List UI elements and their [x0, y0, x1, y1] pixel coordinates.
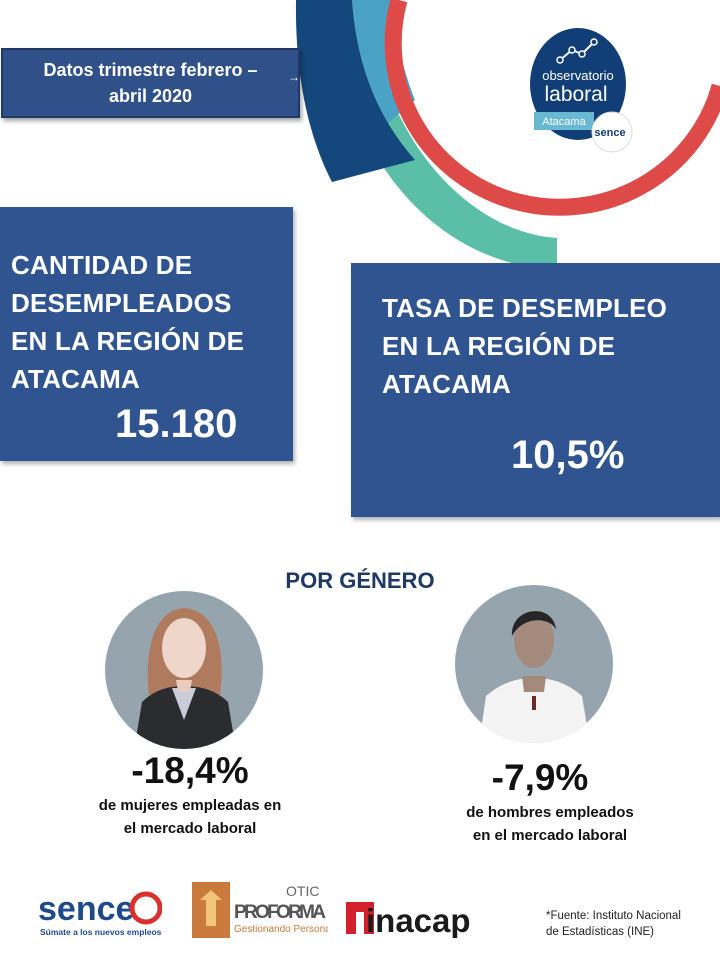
date-range-box: Datos trimestre febrero – abril 2020 →	[1, 48, 300, 118]
arc-red-ring	[384, 0, 720, 216]
proforma-otic: OTIC	[286, 883, 319, 899]
arc-navy	[295, 0, 415, 182]
men-employment-description: de hombres empleados en el mercado labor…	[466, 804, 634, 844]
logo-brand: sence	[594, 127, 625, 139]
sence-logo-text: sence	[38, 890, 134, 928]
logo-region: Atacama	[542, 116, 586, 128]
man-avatar-icon	[455, 585, 613, 743]
women-employment-change: -18,4%	[131, 750, 249, 791]
proforma-name: PROFORMA	[234, 902, 326, 923]
logo-line-1: observatorio	[542, 68, 614, 83]
date-line-2: abril 2020	[108, 86, 193, 106]
inacap-logo: inacap	[346, 902, 471, 938]
unemployed-count-box: CANTIDAD DE DESEMPLEADOS EN LA REGIÓN DE…	[0, 207, 293, 461]
proforma-logo: OTIC PROFORMA Gestionando Personas	[192, 882, 328, 938]
decorative-arcs	[295, 0, 720, 270]
inacap-logo-text: inacap	[366, 902, 471, 938]
unemployment-rate-box: TASA DE DESEMPLEO EN LA REGIÓN DE ATACAM…	[351, 263, 720, 517]
unemployment-rate-title: TASA DE DESEMPLEO EN LA REGIÓN DE ATACAM…	[382, 293, 668, 399]
observatorio-laboral-logo: observatorio laboral Atacama sence	[530, 28, 633, 153]
men-employment-change: -7,9%	[491, 757, 589, 798]
unemployed-count-title: CANTIDAD DE DESEMPLEADOS EN LA REGIÓN DE…	[11, 250, 245, 394]
proforma-tagline: Gestionando Personas	[234, 924, 328, 935]
source-note: *Fuente: Instituto Nacional de Estadísti…	[546, 910, 681, 938]
arrow-right-icon: →	[288, 70, 300, 84]
women-employment-description: de mujeres empleadas en el mercado labor…	[98, 797, 282, 837]
sence-logo: sence Súmate a los nuevos empleos	[38, 890, 162, 937]
date-line-1: Datos trimestre febrero –	[43, 60, 258, 80]
woman-avatar-icon	[105, 591, 263, 749]
unemployment-rate-value: 10,5%	[511, 433, 625, 477]
trend-line-icon	[559, 41, 595, 61]
gender-section-title: POR GÉNERO	[285, 568, 435, 593]
unemployed-count-value: 15.180	[115, 402, 238, 446]
logo-line-2: laboral	[544, 83, 607, 106]
sence-tagline: Súmate a los nuevos empleos	[40, 927, 162, 937]
